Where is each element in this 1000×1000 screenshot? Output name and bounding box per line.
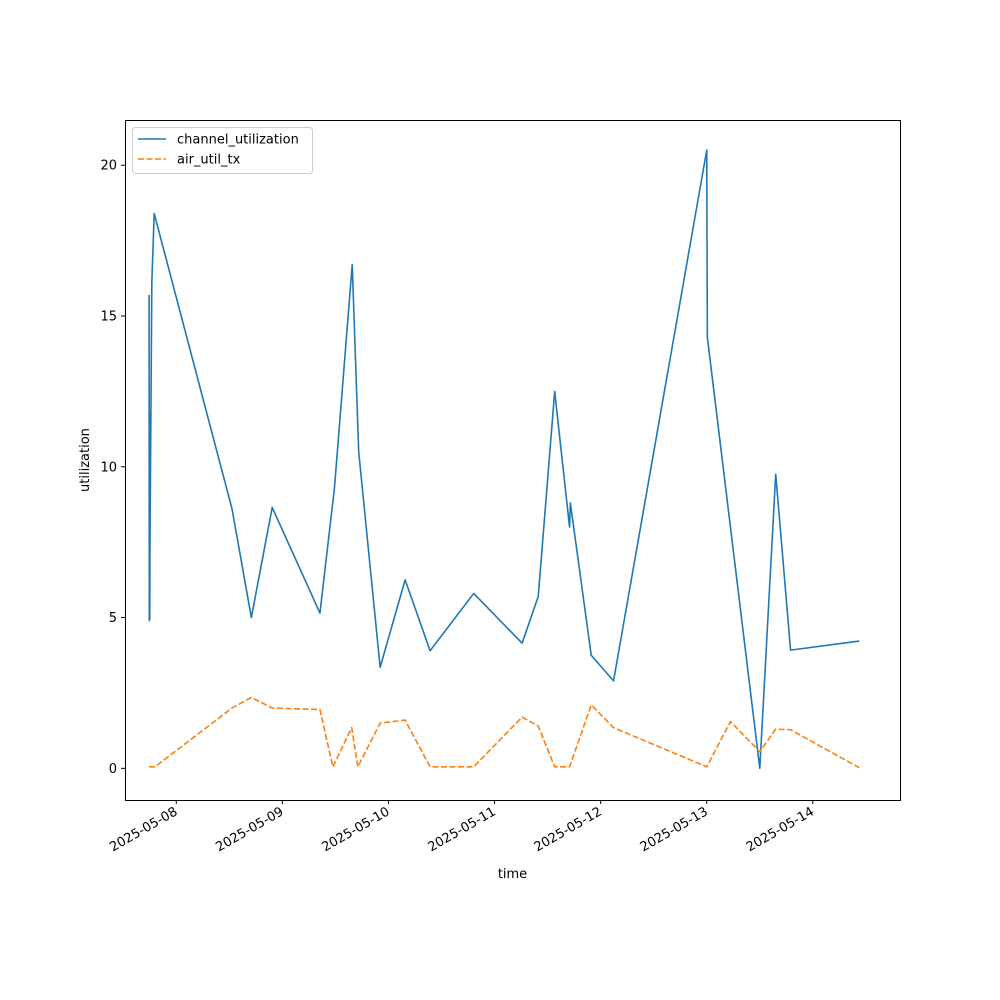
y-axis: 0 5 10 15 20 [100, 159, 125, 777]
series-line-air-util-tx [149, 696, 860, 769]
y-tick-label: 0 [109, 762, 117, 777]
y-axis-label: utilization [78, 428, 93, 492]
legend-box [132, 127, 313, 174]
y-tick-label: 10 [100, 460, 117, 475]
legend: channel_utilization air_util_tx [132, 127, 313, 174]
legend-label: air_util_tx [177, 153, 241, 168]
series-layer [148, 149, 860, 770]
legend-label: channel_utilization [177, 133, 299, 148]
x-axis-label: time [498, 867, 527, 882]
series-line-channel-utilization [148, 149, 860, 770]
y-tick-label: 20 [100, 159, 117, 174]
y-tick-label: 5 [109, 611, 117, 626]
y-tick-label: 15 [100, 310, 117, 325]
plot-frame [125, 120, 901, 801]
